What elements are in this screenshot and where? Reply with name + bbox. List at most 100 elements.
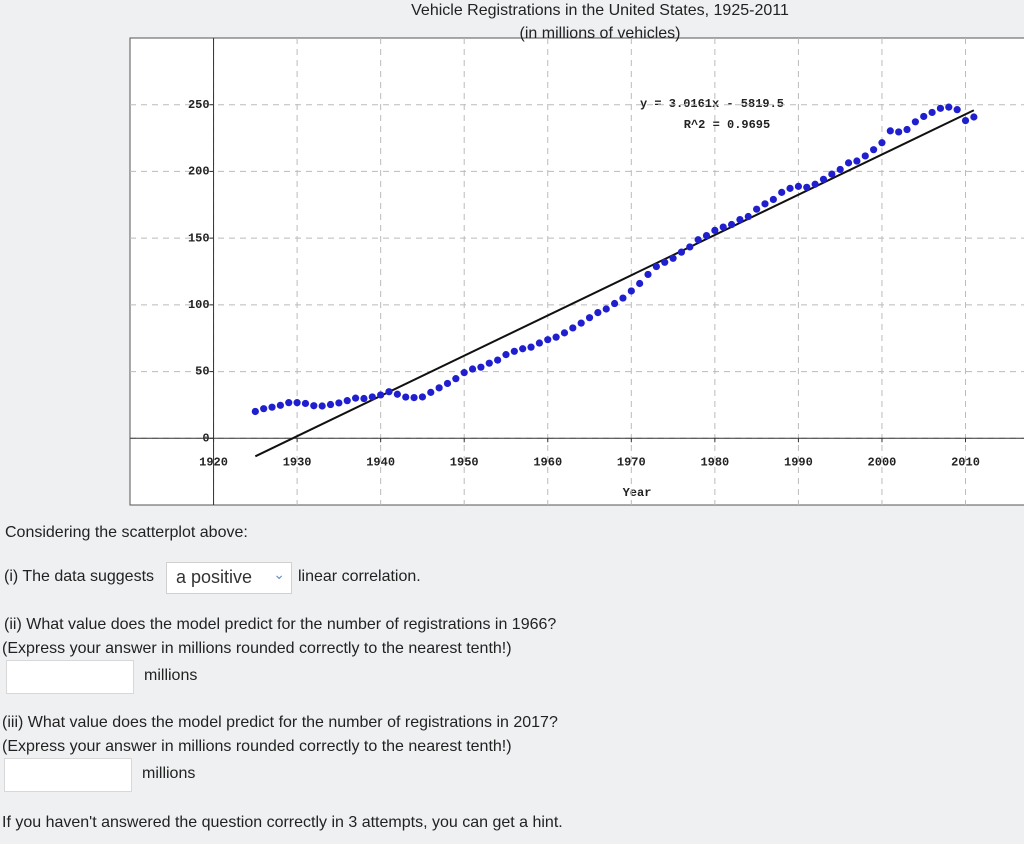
data-point xyxy=(285,399,293,407)
data-point xyxy=(753,205,761,213)
data-point xyxy=(836,165,844,174)
data-point xyxy=(677,248,686,256)
data-point xyxy=(711,226,719,235)
chart-title: Vehicle Registrations in the United Stat… xyxy=(411,2,789,19)
data-point xyxy=(519,345,527,353)
data-point xyxy=(627,287,635,295)
data-point xyxy=(911,118,919,126)
data-point xyxy=(527,343,535,351)
data-point xyxy=(970,113,978,121)
data-point xyxy=(393,390,401,398)
data-point xyxy=(861,152,869,160)
data-point xyxy=(736,215,744,224)
x-tick-label: 1960 xyxy=(533,455,562,469)
data-point xyxy=(402,393,410,401)
data-point xyxy=(610,299,619,308)
data-point xyxy=(636,279,644,288)
chart: Vehicle Registrations in the United Stat… xyxy=(129,2,1024,506)
data-point xyxy=(301,399,310,408)
y-tick-label: 50 xyxy=(195,365,209,379)
data-point xyxy=(569,324,577,332)
data-point xyxy=(953,106,961,114)
data-point xyxy=(895,128,903,136)
y-tick-label: 250 xyxy=(188,98,210,112)
x-tick-label: 1990 xyxy=(784,455,813,469)
data-point xyxy=(961,116,970,125)
dropdown-arrow: ⌄ xyxy=(273,566,285,582)
data-point xyxy=(418,393,427,401)
data-point xyxy=(427,388,435,396)
data-point xyxy=(560,329,569,337)
q2-line: (Express your answer in millions rounded… xyxy=(2,640,512,657)
data-point xyxy=(351,394,360,402)
annotation: R^2 = 0.9695 xyxy=(684,118,770,132)
answer-input[interactable] xyxy=(4,758,132,792)
unit: millions xyxy=(144,667,198,684)
data-point xyxy=(936,104,945,112)
data-point xyxy=(318,402,326,410)
data-point xyxy=(343,397,351,405)
chart-subtitle: (in millions of vehicles) xyxy=(520,25,681,42)
data-point xyxy=(535,339,544,347)
data-point xyxy=(644,270,652,279)
data-point xyxy=(485,359,493,367)
x-tick-label: 1950 xyxy=(450,455,479,469)
data-point xyxy=(661,258,669,266)
y-tick-label: 200 xyxy=(188,165,210,179)
intro: Considering the scatterplot above: xyxy=(5,524,248,541)
data-point xyxy=(368,393,376,401)
data-point xyxy=(652,262,660,271)
data-point xyxy=(761,200,769,208)
data-point xyxy=(260,405,268,413)
data-point xyxy=(844,159,853,167)
data-point xyxy=(326,400,335,409)
data-point xyxy=(410,393,418,402)
data-point xyxy=(443,379,452,388)
data-point xyxy=(544,336,552,344)
data-point xyxy=(903,125,911,134)
data-point xyxy=(435,384,443,392)
x-axis-label: Year xyxy=(623,486,652,500)
data-point xyxy=(468,365,477,373)
data-point xyxy=(510,347,518,355)
data-point xyxy=(786,184,794,192)
data-point xyxy=(552,333,560,341)
data-point xyxy=(310,402,318,410)
data-point xyxy=(778,188,786,196)
data-point xyxy=(803,183,811,191)
data-point xyxy=(577,319,585,327)
q3-line: (Express your answer in millions rounded… xyxy=(2,738,512,755)
data-point xyxy=(769,195,777,204)
data-point xyxy=(886,127,894,135)
dropdown[interactable]: a positive ⌄ xyxy=(166,562,292,594)
dropdown-value: a positive xyxy=(176,567,253,587)
data-point xyxy=(669,254,677,262)
data-point xyxy=(502,351,510,359)
data-point xyxy=(702,232,711,240)
data-point xyxy=(794,182,803,190)
data-point xyxy=(585,314,594,322)
x-tick-label: 2000 xyxy=(868,455,897,469)
q2-line: (ii) What value does the model predict f… xyxy=(4,616,557,633)
y-tick-label: 150 xyxy=(188,231,210,245)
plot-frame xyxy=(129,37,1024,506)
data-point xyxy=(819,175,828,183)
answer-input[interactable] xyxy=(6,660,134,694)
data-point xyxy=(385,388,393,396)
data-point xyxy=(276,401,284,409)
data-point xyxy=(377,391,385,399)
x-tick-label: 1940 xyxy=(366,455,395,469)
data-point xyxy=(828,170,836,178)
data-point xyxy=(602,305,610,313)
x-tick-label: 1980 xyxy=(700,455,729,469)
data-point xyxy=(594,308,602,317)
annotation: y = 3.0161x - 5819.5 xyxy=(640,97,784,111)
data-point xyxy=(945,103,953,111)
y-tick-label: 100 xyxy=(188,298,210,312)
data-point xyxy=(928,108,936,117)
data-point xyxy=(694,236,702,244)
x-tick-label: 2010 xyxy=(951,455,980,469)
data-point xyxy=(870,146,878,154)
x-tick-label: 1970 xyxy=(617,455,646,469)
unit: millions xyxy=(142,765,196,782)
